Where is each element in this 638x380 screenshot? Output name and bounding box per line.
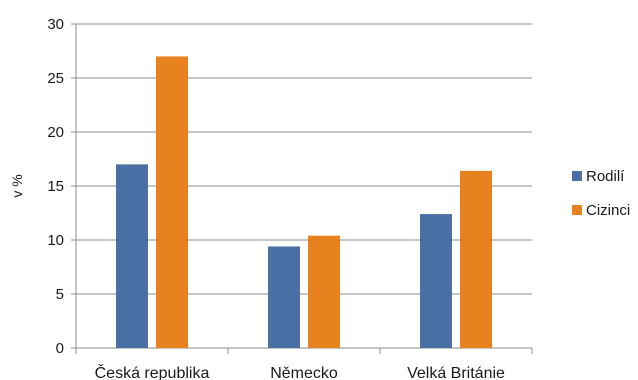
y-tick-label: 30 — [47, 16, 64, 33]
legend-label: Rodilí — [586, 168, 625, 185]
x-category-label: Česká republika — [95, 363, 210, 380]
x-category-label: Velká Británie — [407, 365, 505, 380]
bar-rodil--2 — [420, 214, 452, 348]
bar-rodil--1 — [268, 246, 300, 348]
gridlines — [76, 23, 532, 295]
legend-label: Cizinci — [586, 202, 630, 219]
y-tick-label: 0 — [56, 340, 64, 357]
y-tick-label: 10 — [47, 232, 64, 249]
y-tick-label: 25 — [47, 70, 64, 87]
y-axis-title: v % — [9, 174, 25, 197]
legend: Rodilí Cizinci — [572, 168, 630, 219]
y-tick-label: 20 — [47, 124, 64, 141]
bars — [116, 56, 492, 349]
x-category-label: Německo — [270, 365, 338, 380]
bar-cizinci-0 — [156, 56, 188, 349]
axes — [71, 23, 533, 354]
axis-labels: 0 5 10 15 20 25 30 Česká republika Německo Velká … — [47, 16, 505, 380]
legend-swatch — [572, 171, 582, 181]
bar-cizinci-1 — [308, 235, 340, 348]
legend-swatch — [572, 205, 582, 215]
bar-rodil--0 — [116, 164, 148, 348]
bar-cizinci-2 — [460, 170, 492, 348]
y-tick-label: 15 — [47, 178, 64, 195]
y-tick-label: 5 — [56, 286, 64, 303]
